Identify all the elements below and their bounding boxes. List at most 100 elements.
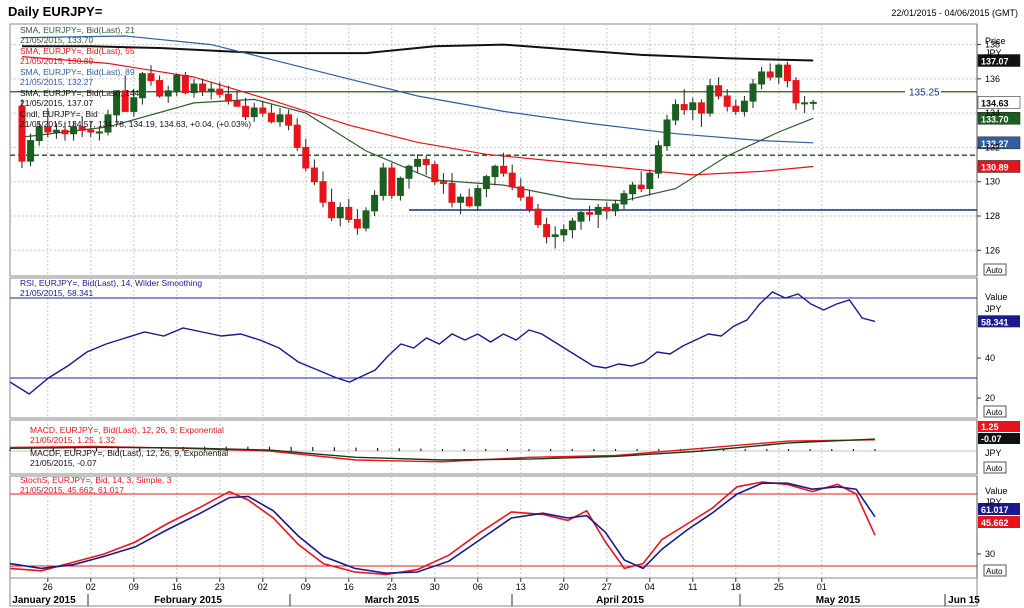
grid <box>10 24 977 578</box>
candle <box>689 102 697 111</box>
stoch-axis-title: Value <box>985 486 1007 496</box>
date-tick-label: 23 <box>215 582 225 592</box>
stoch-axis-unit: JPY <box>985 497 1002 507</box>
panel-frame <box>9 475 978 579</box>
sma21-line <box>21 98 814 202</box>
price-label: 133.70 <box>981 114 1009 124</box>
candle <box>465 196 473 207</box>
scale-label: Auto <box>986 464 1003 473</box>
candle <box>543 224 551 238</box>
date-tick-label: 16 <box>344 582 354 592</box>
candle <box>534 208 542 226</box>
date-tick-label: 16 <box>172 582 182 592</box>
candle <box>138 73 146 99</box>
candle <box>491 165 499 178</box>
candle <box>259 107 267 114</box>
price-tick-label: 130 <box>985 177 1000 187</box>
candle <box>224 93 232 102</box>
macd-label-bg <box>978 421 1020 432</box>
candle <box>749 83 757 102</box>
rsi-panel[interactable]: 58.341 <box>9 291 1020 395</box>
candle <box>646 172 654 190</box>
stoch-line <box>9 481 876 576</box>
candle <box>740 100 748 112</box>
month-label: Jun 15 <box>948 595 980 606</box>
date-tick-label: 18 <box>731 582 741 592</box>
candle <box>310 167 318 183</box>
candle <box>95 131 103 134</box>
candle <box>52 129 60 133</box>
candle <box>525 196 533 210</box>
auto-box <box>983 405 1007 418</box>
price-label-bg <box>977 136 1021 150</box>
candle <box>35 126 43 142</box>
price-tick-label: 128 <box>985 211 1000 221</box>
candle <box>568 220 576 231</box>
price-tick-label: 126 <box>985 245 1000 255</box>
legend-value: 21/05/2015, 133.70 <box>20 35 94 45</box>
candle <box>431 164 439 183</box>
candle <box>697 102 705 114</box>
macd-panel[interactable]: 1.25 -0.07 <box>9 421 1020 463</box>
date-tick-label: 20 <box>559 582 569 592</box>
candle <box>474 188 482 207</box>
date-tick-label: 11 <box>688 582 697 592</box>
candle <box>121 90 129 112</box>
candle <box>164 90 172 97</box>
price-tick-label: 138 <box>985 40 1000 50</box>
candle <box>44 126 52 133</box>
candle <box>801 102 809 105</box>
date-tick-label: 09 <box>301 582 311 592</box>
candle <box>396 177 404 196</box>
stoch-panel[interactable]: 61.017 45.662 <box>9 481 1020 576</box>
candle <box>371 194 379 212</box>
price-panel[interactable]: 135.25 134.63 137.07 133.70 132.27 130.89 <box>10 35 1021 249</box>
candle <box>173 74 181 92</box>
candle <box>457 196 465 203</box>
rsi-label: 58.341 <box>981 317 1009 327</box>
candle <box>276 114 284 123</box>
candle <box>181 74 189 94</box>
candle <box>302 146 310 169</box>
level-label: 135.25 <box>909 88 940 99</box>
rsi-tick-label: 20 <box>985 393 995 403</box>
date-tick-label: 27 <box>602 582 612 592</box>
candle <box>388 167 396 196</box>
candle <box>199 83 207 92</box>
sma144-line <box>22 43 814 62</box>
candle <box>680 104 688 111</box>
date-tick-label: 13 <box>516 582 526 592</box>
month-label: March 2015 <box>365 595 420 606</box>
stoch-tick-label: 30 <box>985 549 995 559</box>
candle <box>156 80 164 97</box>
candle <box>61 129 69 135</box>
candle <box>577 212 585 222</box>
candle <box>242 105 250 118</box>
macd-label: -0.07 <box>981 434 1002 444</box>
legend-entry: StochS, EURJPY=, Bid, 14, 3, Simple, 3 <box>20 475 172 485</box>
candle <box>18 105 26 162</box>
price-label: 132.27 <box>981 139 1009 149</box>
candle <box>250 107 258 118</box>
legend-value: 21/05/2015, 58.341 <box>20 288 94 298</box>
month-label: April 2015 <box>596 595 644 606</box>
chart-frame <box>9 23 978 607</box>
auto-box <box>983 564 1007 577</box>
macd-axis-title: JPY <box>985 448 1002 458</box>
date-range: 22/01/2015 - 04/06/2015 (GMT) <box>891 8 1018 18</box>
candle <box>560 229 568 236</box>
candle <box>637 184 645 190</box>
date-tick-label: 02 <box>86 582 96 592</box>
candle <box>336 206 344 219</box>
price-label: 130.89 <box>981 162 1009 172</box>
legend-value: 21/05/2015, 132.27 <box>20 77 94 87</box>
legend-entry: SMA, EURJPY=, Bid(Last), 89 <box>20 67 135 77</box>
legend-value: 21/05/2015, 134.57, 134.78, 134.19, 134.… <box>20 119 251 129</box>
date-tick-label: 30 <box>430 582 440 592</box>
candle <box>328 201 336 219</box>
candle <box>104 114 112 133</box>
legend-entry: MACDF, EURJPY=, Bid(Last), 12, 26, 9, Ex… <box>30 448 228 458</box>
